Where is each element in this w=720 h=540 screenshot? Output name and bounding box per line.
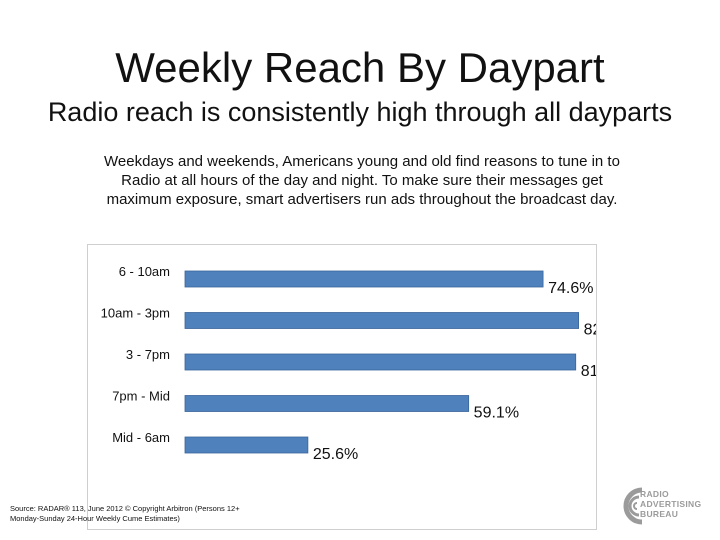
daypart-bar-chart: 6 - 10am 74.6% 10am - 3pm 82.0% 3 - 7pm 81.4%… [87, 244, 597, 530]
chart-canvas: 6 - 10am 74.6% 10am - 3pm 82.0% 3 - 7pm 81.4%… [101, 264, 596, 463]
logo-line-2: ADVERTISING [640, 499, 702, 509]
logo-line-1: RADIO [640, 489, 669, 499]
value-label: 74.6% [548, 280, 593, 297]
category-label: 3 - 7pm [126, 347, 170, 362]
slide-title: Weekly Reach By Daypart [115, 44, 605, 91]
logo-wordmark: RADIO ADVERTISING BUREAU [640, 489, 710, 519]
value-label: 82.0% [584, 322, 596, 339]
bar [184, 436, 309, 454]
bar [184, 270, 544, 288]
category-label: Mid - 6am [112, 430, 170, 445]
slide-subtitle: Radio reach is consistently high through… [47, 97, 673, 127]
category-label: 7pm - Mid [112, 389, 170, 404]
value-label: 81.4% [581, 363, 596, 380]
bar [184, 312, 580, 329]
value-label: 25.6% [313, 446, 358, 463]
category-label: 6 - 10am [119, 264, 170, 279]
source-note: Source: RADAR® 113, June 2012 © Copyrigh… [10, 504, 240, 523]
logo-line-3: BUREAU [640, 509, 679, 519]
bar [184, 395, 470, 412]
value-label: 59.1% [474, 405, 519, 422]
category-label: 10am - 3pm [101, 306, 170, 321]
bar [184, 353, 577, 371]
rab-swirl-logo-icon [623, 487, 643, 525]
body-paragraph: Weekdays and weekends, Americans young a… [104, 153, 620, 208]
